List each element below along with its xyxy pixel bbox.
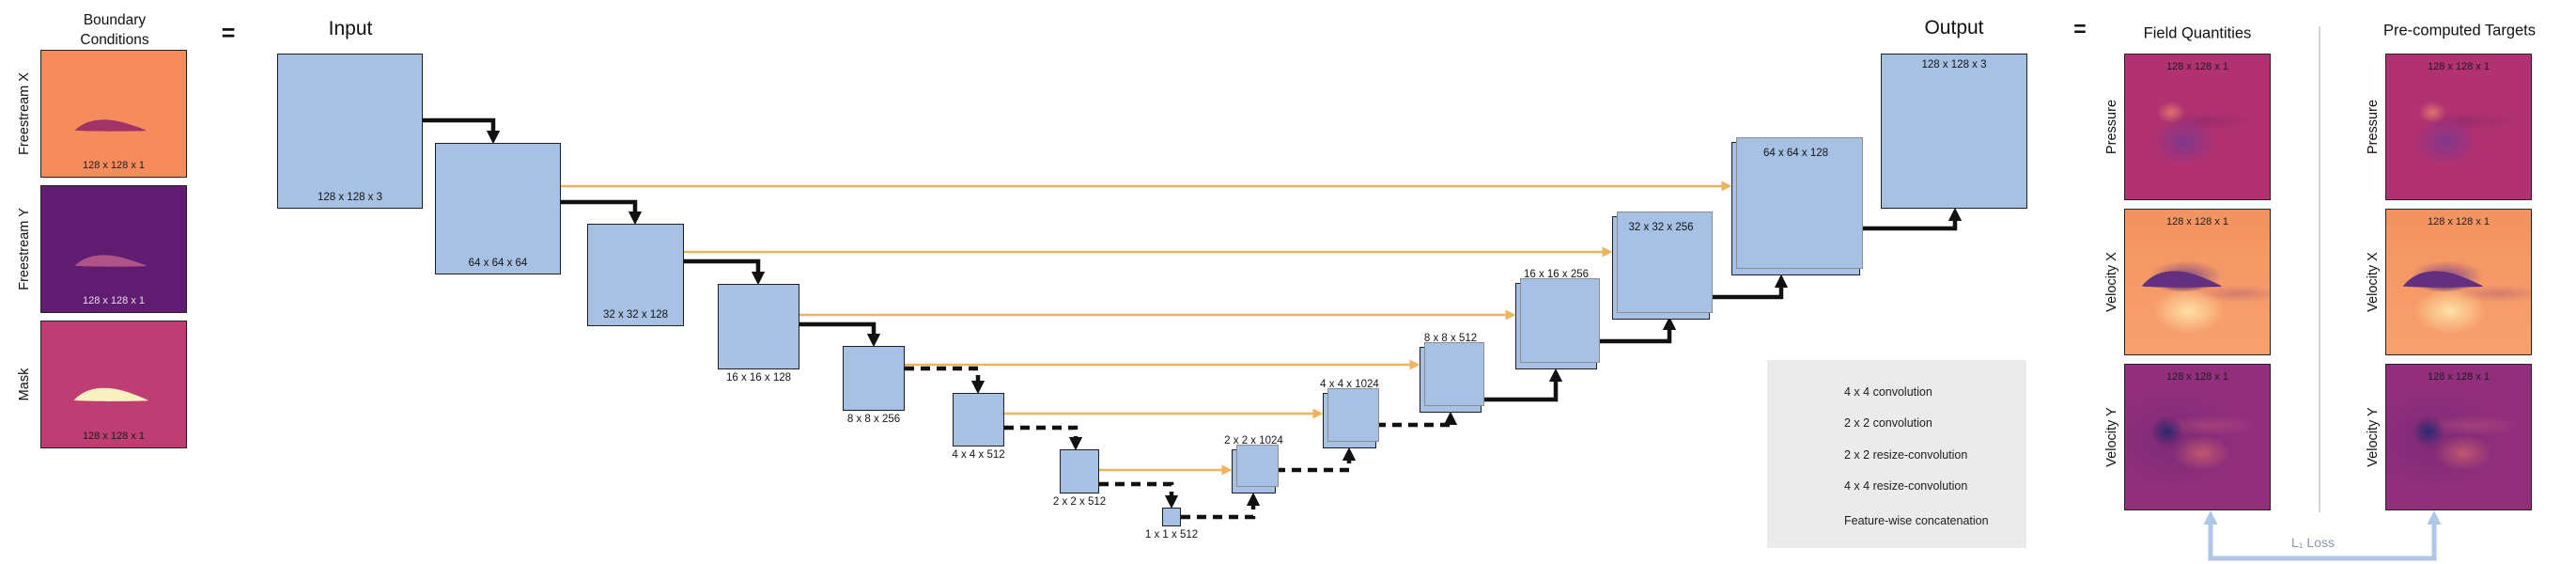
l1-loss-label: L₁ Loss xyxy=(2291,535,2335,550)
unet-block-2x2x1024: 2 x 2 x 1024 xyxy=(1224,435,1283,494)
conv-arrow-input xyxy=(423,118,501,145)
unet-block-8x8x256: 8 x 8 x 256 xyxy=(843,346,905,425)
pt-pressure-label: Pressure xyxy=(2366,99,2381,155)
block-label: 1 x 1 x 512 xyxy=(1144,529,1199,540)
conv-arrow-3 xyxy=(799,321,881,348)
conv-4x4-arrows xyxy=(423,118,881,348)
unet-block-32x32x256: 32 x 32 x 256 xyxy=(1612,212,1713,320)
resize-4x4-arrows xyxy=(1482,207,1963,402)
block-label: 2 x 2 x 512 xyxy=(1052,496,1107,508)
block-label: 8 x 8 x 512 xyxy=(1423,333,1478,344)
pt-velocity-x-label: Velocity X xyxy=(2366,252,2381,312)
image-caption: 128 x 128 x 1 xyxy=(82,295,146,306)
fq-velocity-y-image: 128 x 128 x 1 xyxy=(2124,364,2271,510)
fq-velocity-x-label: Velocity X xyxy=(2104,252,2119,312)
skip-connection-arrows xyxy=(561,180,1732,476)
output-title: Output xyxy=(1924,17,1984,39)
fq-pressure-image: 128 x 128 x 1 xyxy=(2124,54,2271,200)
targets-heading: Pre-computed Targets xyxy=(2382,22,2537,39)
unet-block-64x64x64: 64 x 64 x 64 xyxy=(435,143,561,274)
airfoil-shape xyxy=(74,118,147,133)
unet-block-4x4x1024: 4 x 4 x 1024 xyxy=(1320,379,1379,448)
pt-velocity-x-image: 128 x 128 x 1 xyxy=(2385,209,2532,355)
block-label: 4 x 4 x 1024 xyxy=(1320,379,1379,390)
legend-box xyxy=(1767,360,2026,548)
image-caption: 128 x 128 x 1 xyxy=(82,160,146,171)
resize4-arrow-1 xyxy=(1482,368,1563,402)
mask-image: 128 x 128 x 1 xyxy=(40,321,187,448)
block-label: 32 x 32 x 128 xyxy=(602,309,669,321)
l1-loss-bracket xyxy=(2203,510,2442,561)
pt-velocity-y-label: Velocity Y xyxy=(2366,407,2381,467)
block-label: 32 x 32 x 256 xyxy=(1628,222,1694,233)
conv2-arrow-2 xyxy=(1004,425,1083,451)
boundary-heading-line1: Boundary xyxy=(83,12,147,28)
equals-sign-right: = xyxy=(2073,16,2087,41)
pt-velocity-y-image: 128 x 128 x 1 xyxy=(2385,364,2532,510)
resize4-arrow-3 xyxy=(1710,274,1789,300)
airfoil-shape xyxy=(73,385,148,404)
unet-block-output: 128 x 128 x 3 xyxy=(1881,54,2027,209)
unet-block-16x16x256: 16 x 16 x 256 xyxy=(1515,269,1600,369)
block-label: 128 x 128 x 3 xyxy=(1921,59,1987,70)
unet-block-16x16x128: 16 x 16 x 128 xyxy=(718,284,799,384)
freestream-x-label: Freestream X xyxy=(17,72,32,155)
unet-block-64x64x128: 64 x 64 x 128 xyxy=(1731,137,1863,275)
fq-velocity-x-image: 128 x 128 x 1 xyxy=(2124,209,2271,355)
image-caption: 128 x 128 x 1 xyxy=(82,431,146,442)
block-label: 64 x 64 x 128 xyxy=(1762,148,1829,159)
unet-block-input: 128 x 128 x 3 xyxy=(277,54,423,209)
unet-block-4x4x512: 4 x 4 x 512 xyxy=(952,393,1005,461)
mask-label: Mask xyxy=(17,368,32,401)
resize2-arrow-1 xyxy=(1181,492,1261,520)
conv-arrow-2 xyxy=(684,258,766,286)
input-title: Input xyxy=(328,18,373,39)
field-quantities-heading: Field Quantities xyxy=(2143,24,2252,42)
airfoil-shape xyxy=(2141,268,2222,291)
conv2-arrow-3 xyxy=(1099,481,1179,509)
block-label: 4 x 4 x 512 xyxy=(952,449,1005,461)
legend-item-resize4: 4 x 4 resize-convolution xyxy=(1844,479,1968,493)
legend-item-resize2: 2 x 2 resize-convolution xyxy=(1844,448,1968,462)
legend-item-conv2: 2 x 2 convolution xyxy=(1844,416,1932,430)
unet-block-32x32x128: 32 x 32 x 128 xyxy=(587,224,684,326)
block-label: 128 x 128 x 3 xyxy=(317,192,383,203)
image-caption: 128 x 128 x 1 xyxy=(2165,371,2229,383)
block-label: 64 x 64 x 64 xyxy=(468,258,528,269)
resize4-arrow-2 xyxy=(1597,316,1677,344)
image-caption: 128 x 128 x 1 xyxy=(2165,61,2229,72)
equals-sign-left: = xyxy=(221,20,236,47)
conv2-arrow-1 xyxy=(905,366,985,395)
freestream-x-image: 128 x 128 x 1 xyxy=(40,50,187,178)
unet-block-1x1x512: 1 x 1 x 512 xyxy=(1145,508,1198,540)
legend-item-concat: Feature-wise concatenation xyxy=(1844,514,1989,527)
pt-pressure-image: 128 x 128 x 1 xyxy=(2385,54,2532,200)
boundary-heading-line2: Conditions xyxy=(80,32,149,48)
image-caption: 128 x 128 x 1 xyxy=(2165,216,2229,227)
fq-velocity-y-label: Velocity Y xyxy=(2104,407,2119,467)
block-label: 2 x 2 x 1024 xyxy=(1224,435,1283,446)
fq-pressure-label: Pressure xyxy=(2104,99,2119,155)
resize4-arrow-output xyxy=(1860,207,1963,231)
unet-block-8x8x512: 8 x 8 x 512 xyxy=(1420,333,1484,413)
freestream-y-label: Freestream Y xyxy=(17,208,32,290)
airfoil-shape xyxy=(74,253,147,269)
block-label: 8 x 8 x 256 xyxy=(846,414,901,425)
unet-block-2x2x512: 2 x 2 x 512 xyxy=(1053,449,1106,508)
freestream-y-image: 128 x 128 x 1 xyxy=(40,185,187,313)
image-caption: 128 x 128 x 1 xyxy=(2427,61,2491,72)
block-label: 16 x 16 x 128 xyxy=(725,372,792,384)
image-caption: 128 x 128 x 1 xyxy=(2427,371,2491,383)
conv-2x2-arrows xyxy=(905,366,1458,520)
conv-arrow-1 xyxy=(561,199,643,226)
resize2-arrow-2 xyxy=(1276,446,1357,473)
block-label: 16 x 16 x 256 xyxy=(1523,269,1590,280)
resize2-arrow-3 xyxy=(1376,411,1458,428)
airfoil-shape xyxy=(2402,268,2483,291)
image-caption: 128 x 128 x 1 xyxy=(2427,216,2491,227)
legend-item-conv4: 4 x 4 convolution xyxy=(1844,385,1932,399)
boundary-conditions-heading: Boundary Conditions xyxy=(39,10,190,50)
